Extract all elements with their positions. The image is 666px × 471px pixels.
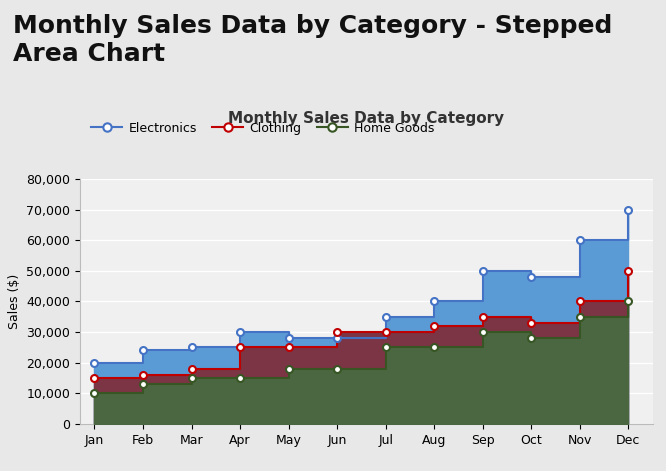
Legend: Electronics, Clothing, Home Goods: Electronics, Clothing, Home Goods <box>86 117 440 140</box>
Y-axis label: Sales ($): Sales ($) <box>7 274 21 329</box>
Text: Monthly Sales Data by Category - Stepped
Area Chart: Monthly Sales Data by Category - Stepped… <box>13 14 613 66</box>
Title: Monthly Sales Data by Category: Monthly Sales Data by Category <box>228 112 504 126</box>
